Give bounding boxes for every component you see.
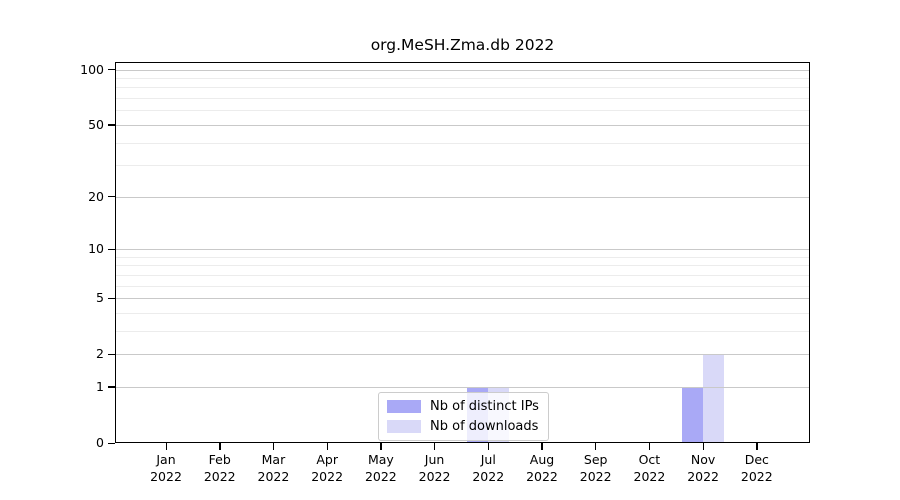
legend-label-distinct-ips: Nb of distinct IPs — [430, 399, 539, 414]
grid-line-minor — [115, 165, 810, 167]
y-axis-tick — [108, 297, 115, 299]
y-axis-tick — [108, 69, 115, 71]
y-axis-tick-label: 20 — [88, 188, 104, 204]
grid-line-minor — [115, 256, 810, 258]
bar-distinct-ips — [682, 386, 704, 443]
grid-line-major — [115, 196, 810, 198]
legend-item-distinct-ips: Nb of distinct IPs — [387, 399, 539, 414]
x-axis-tick — [648, 443, 651, 450]
legend-swatch-distinct-ips — [387, 400, 421, 413]
x-axis-tick-label: Oct 2022 — [633, 452, 666, 484]
bar-downloads — [703, 354, 725, 443]
grid-line-minor — [115, 274, 810, 276]
plot-area — [115, 62, 810, 443]
grid-line-minor — [115, 110, 810, 112]
y-axis-tick-label: 50 — [88, 116, 104, 132]
grid-line-major — [115, 354, 810, 356]
y-axis-tick — [108, 353, 115, 355]
x-axis-tick — [595, 443, 597, 450]
y-axis-tick-label: 2 — [96, 346, 104, 362]
grid-line-minor — [115, 142, 810, 144]
x-axis-tick — [702, 443, 704, 450]
x-axis-tick-label: Jan 2022 — [150, 452, 182, 484]
grid-line-minor — [115, 312, 810, 314]
legend: Nb of distinct IPs Nb of downloads — [378, 392, 549, 441]
y-axis-tick-label: 1 — [96, 378, 104, 394]
y-axis-tick — [108, 442, 115, 444]
x-axis-tick-label: Apr 2022 — [311, 452, 344, 484]
x-axis-tick — [326, 443, 328, 450]
x-axis-tick-label: Mar 2022 — [257, 452, 290, 484]
x-axis-tick — [541, 443, 543, 450]
grid-line-minor — [115, 330, 810, 332]
grid-line-minor — [115, 285, 810, 287]
x-axis-tick — [165, 443, 167, 450]
y-axis-tick — [108, 248, 115, 250]
x-axis-tick-label: Feb 2022 — [203, 452, 236, 484]
x-axis-tick-label: Sep 2022 — [579, 452, 612, 484]
x-axis-tick-label: Jun 2022 — [418, 452, 451, 484]
grid-line-major — [115, 386, 810, 388]
chart-title: org.MeSH.Zma.db 2022 — [370, 36, 555, 54]
x-axis-tick-label: May 2022 — [364, 452, 397, 484]
x-axis-tick-label: Aug 2022 — [526, 452, 558, 484]
x-axis-tick-label: Jul 2022 — [472, 452, 505, 484]
x-axis-tick — [219, 443, 221, 450]
grid-line-major — [115, 69, 810, 71]
x-axis-tick-label: Dec 2022 — [740, 452, 773, 484]
y-axis-tick — [108, 124, 115, 126]
grid-line-major — [115, 249, 810, 250]
grid-line-major — [115, 298, 810, 300]
y-axis-tick — [108, 386, 115, 388]
x-axis-tick — [756, 443, 758, 450]
legend-swatch-downloads — [387, 420, 421, 433]
grid-line-minor — [115, 78, 810, 80]
y-axis-tick-label: 0 — [96, 435, 104, 450]
legend-label-downloads: Nb of downloads — [430, 419, 539, 434]
x-axis-tick — [380, 443, 382, 450]
grid-line-minor — [115, 87, 810, 89]
x-axis-tick-label: Nov 2022 — [687, 452, 720, 484]
grid-line-minor — [115, 265, 810, 267]
grid-line-major — [115, 124, 810, 126]
x-axis-tick — [434, 443, 436, 450]
y-axis-tick — [108, 196, 115, 198]
x-axis-tick — [487, 443, 490, 450]
y-axis-tick-label: 10 — [88, 241, 104, 256]
grid-line-minor — [115, 98, 810, 100]
y-axis-tick-label: 5 — [96, 290, 104, 306]
x-axis-tick — [272, 443, 275, 450]
legend-item-downloads: Nb of downloads — [387, 419, 539, 434]
y-axis-tick-label: 100 — [80, 61, 104, 77]
